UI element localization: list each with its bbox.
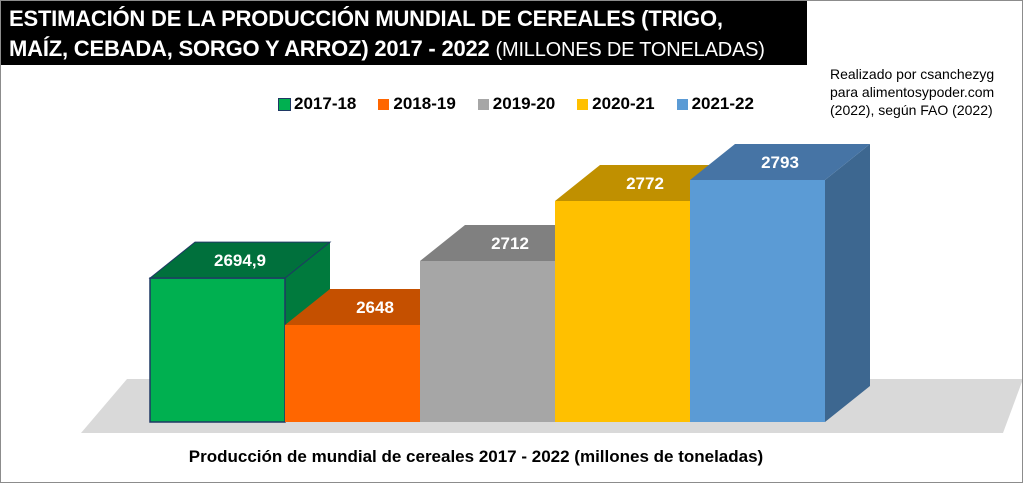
data-label: 2793	[761, 153, 799, 172]
legend-label: 2019-20	[492, 94, 556, 113]
legend-swatch	[676, 98, 688, 110]
data-label: 2694,9	[214, 251, 266, 270]
bar-2018-19	[285, 325, 420, 422]
legend-item: 2021-22	[676, 94, 754, 114]
credit-note: Realizado por csanchezyg para alimentosy…	[830, 65, 994, 119]
bar-2017-18	[149, 277, 286, 423]
credit-line: para alimentosypoder.com	[830, 84, 995, 100]
title-line-2-bold: MAÍZ, CEBADA, SORGO Y ARROZ) 2017 - 2022	[9, 36, 490, 61]
title-line-2: MAÍZ, CEBADA, SORGO Y ARROZ) 2017 - 2022…	[9, 34, 807, 65]
legend: 2017-18 2018-19 2019-20 2020-21 2021-22	[278, 94, 754, 114]
legend-label: 2020-21	[592, 94, 655, 113]
legend-item: 2019-20	[477, 94, 556, 114]
credit-line: (2022), según FAO (2022)	[830, 102, 993, 118]
title-subtitle: (MILLONES DE TONELADAS)	[495, 39, 765, 61]
data-label: 2648	[356, 298, 394, 317]
legend-swatch	[378, 98, 390, 110]
legend-swatch	[477, 98, 489, 110]
bar-top	[690, 144, 870, 180]
legend-item: 2020-21	[577, 94, 655, 114]
bar-2020-21	[555, 201, 690, 422]
legend-swatch	[278, 97, 291, 111]
legend-swatch	[577, 98, 589, 110]
title-line-1: ESTIMACIÓN DE LA PRODUCCIÓN MUNDIAL DE C…	[9, 6, 723, 31]
bar-side	[825, 144, 870, 422]
legend-label: 2018-19	[393, 94, 456, 113]
bar-2021-22	[690, 180, 825, 422]
chart-title: ESTIMACIÓN DE LA PRODUCCIÓN MUNDIAL DE C…	[1, 1, 807, 65]
data-label: 2712	[491, 234, 529, 253]
legend-item: 2018-19	[378, 94, 456, 114]
legend-item: 2017-18	[278, 94, 357, 114]
legend-label: 2021-22	[691, 94, 754, 113]
credit-line: Realizado por csanchezyg	[830, 66, 995, 82]
x-axis-label: Producción de mundial de cereales 2017 -…	[188, 447, 764, 466]
legend-label: 2017-18	[294, 94, 357, 113]
data-label: 2772	[626, 174, 664, 193]
bar-2019-20	[420, 261, 555, 422]
